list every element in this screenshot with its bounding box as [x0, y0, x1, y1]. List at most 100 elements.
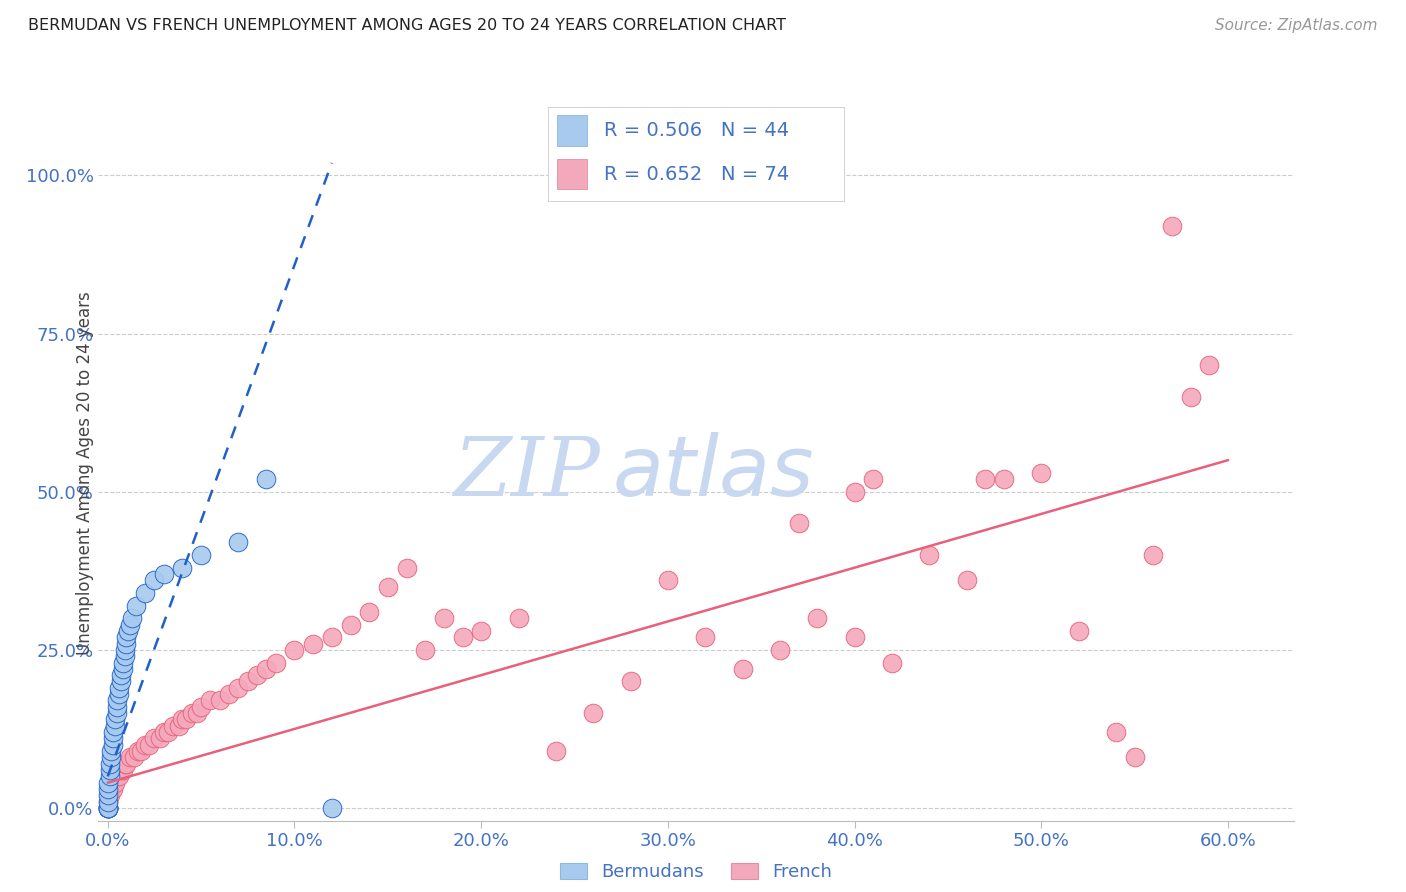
Point [264, 656, 287, 670]
Point [108, 769, 131, 783]
Point [114, 756, 136, 771]
Point [395, 560, 418, 574]
Point [162, 719, 184, 733]
Point [104, 713, 127, 727]
Point [190, 699, 212, 714]
Point [218, 687, 240, 701]
Point [108, 681, 131, 695]
Text: ZIP: ZIP [454, 433, 600, 513]
Point [104, 775, 127, 789]
Text: Source: ZipAtlas.com: Source: ZipAtlas.com [1215, 18, 1378, 33]
Point [111, 656, 134, 670]
Point [115, 636, 138, 650]
Point [117, 624, 139, 638]
Point [180, 706, 202, 720]
Point [97, 775, 120, 789]
Point [167, 719, 190, 733]
Point [97, 782, 120, 797]
Point [993, 472, 1015, 486]
Point [98, 763, 121, 777]
Point [134, 738, 156, 752]
Point [110, 674, 132, 689]
Point [1161, 219, 1184, 233]
Point [208, 693, 231, 707]
Point [806, 611, 828, 625]
Point [108, 687, 131, 701]
Point [100, 782, 122, 797]
Point [98, 756, 121, 771]
Point [1180, 390, 1202, 404]
Point [862, 472, 884, 486]
Point [844, 630, 866, 644]
Point [236, 674, 259, 689]
Point [143, 731, 166, 746]
Point [111, 763, 134, 777]
Bar [557, 115, 586, 146]
Point [97, 795, 120, 809]
Point [339, 617, 361, 632]
Point [98, 769, 121, 783]
Point [97, 795, 120, 809]
Point [103, 782, 125, 797]
Point [1105, 725, 1128, 739]
Point [302, 636, 325, 650]
Point [377, 580, 399, 594]
Point [97, 801, 120, 815]
Point [769, 643, 792, 657]
Point [105, 769, 128, 783]
Point [974, 472, 997, 486]
Point [97, 801, 120, 815]
Point [97, 801, 120, 815]
Point [246, 668, 269, 682]
Point [880, 656, 903, 670]
Point [104, 719, 127, 733]
Bar [557, 159, 586, 189]
Point [256, 662, 278, 676]
Point [657, 574, 679, 588]
Point [620, 674, 643, 689]
Point [115, 630, 138, 644]
Point [256, 472, 278, 486]
Point [695, 630, 717, 644]
Point [111, 662, 134, 676]
Point [283, 643, 305, 657]
Text: R = 0.506   N = 44: R = 0.506 N = 44 [605, 121, 790, 140]
Point [121, 611, 143, 625]
Point [105, 699, 128, 714]
Text: atlas: atlas [613, 433, 814, 513]
Point [844, 484, 866, 499]
Point [131, 744, 153, 758]
Point [100, 744, 122, 758]
Point [143, 574, 166, 588]
Point [97, 801, 120, 815]
Point [1067, 624, 1090, 638]
Point [103, 731, 125, 746]
Point [103, 725, 125, 739]
Point [228, 681, 250, 695]
Point [127, 744, 149, 758]
Point [105, 693, 128, 707]
Legend: Bermudans, French: Bermudans, French [553, 855, 839, 888]
Point [156, 725, 179, 739]
Point [115, 756, 138, 771]
Point [100, 750, 122, 764]
Point [918, 548, 941, 562]
Point [114, 643, 136, 657]
Point [97, 789, 120, 803]
Point [1031, 466, 1053, 480]
Point [110, 763, 132, 777]
Point [97, 801, 120, 815]
Point [787, 516, 810, 531]
Point [103, 738, 125, 752]
Point [228, 535, 250, 549]
Point [98, 789, 121, 803]
Point [174, 713, 197, 727]
Point [1123, 750, 1146, 764]
Point [105, 706, 128, 720]
Point [120, 750, 142, 764]
Point [731, 662, 754, 676]
Y-axis label: Unemployment Among Ages 20 to 24 years: Unemployment Among Ages 20 to 24 years [76, 291, 94, 655]
Point [172, 713, 194, 727]
Point [152, 725, 174, 739]
Point [321, 801, 343, 815]
